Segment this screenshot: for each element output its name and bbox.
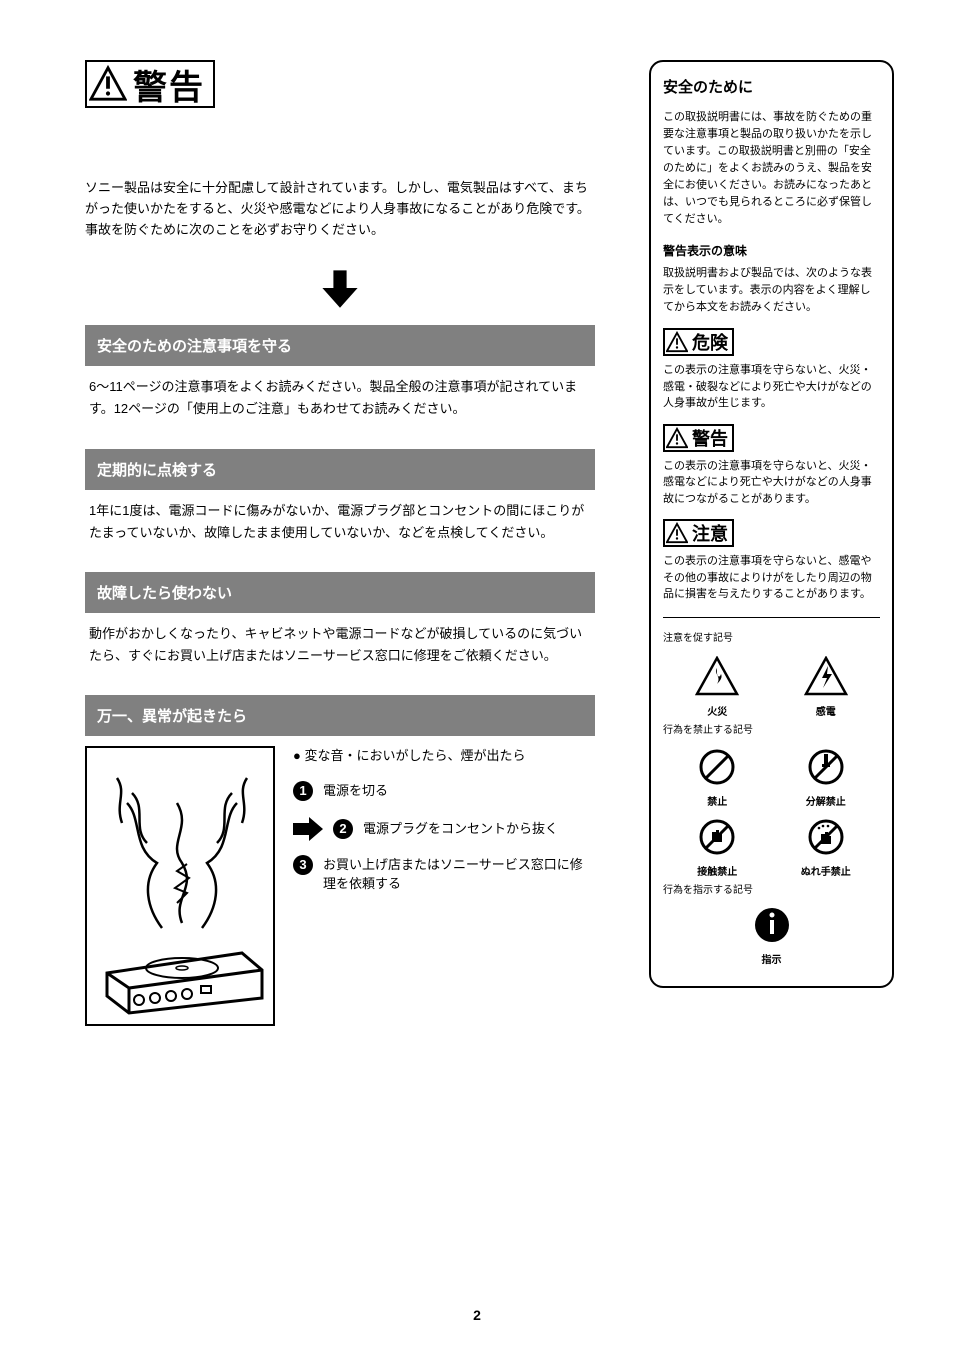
fire-hazard-symbol: 火災	[682, 656, 752, 718]
grey-bar-3: 故障したら使わない	[85, 572, 595, 613]
step-3: 3 お買い上げ店またはソニーサービス窓口に修理を依頼する	[293, 855, 595, 894]
warning-triangle-icon	[666, 522, 688, 544]
prohibit-label: 禁止	[682, 793, 752, 808]
level-caution-desc: この表示の注意事項を守らないと、感電やその他の事故によりけがをしたり周辺の物品に…	[663, 553, 880, 603]
side-divider	[663, 617, 880, 618]
down-arrow-icon	[318, 266, 362, 310]
touch-prohibit-label: 接触禁止	[682, 863, 752, 878]
instruction-icon	[753, 906, 791, 944]
page-number: 2	[0, 1307, 954, 1323]
prohibit-symbol: 禁止	[682, 748, 752, 808]
emergency-block: ● 変な音・においがしたら、煙が出たら 1 電源を切る 2 電源プラグをコンセン…	[85, 746, 595, 1026]
disassembly-prohibit-icon	[807, 748, 845, 786]
touch-prohibit-icon	[698, 818, 736, 856]
prohibit-row-2: 接触禁止 ぬれ手禁止	[663, 818, 880, 878]
emergency-cause: 変な音・においがしたら、煙が出たら	[304, 748, 525, 763]
header-warning-box: 警告	[85, 60, 215, 108]
shock-triangle-icon	[804, 656, 848, 696]
level-warning-desc: この表示の注意事項を守らないと、火災・感電などにより死亡や大けがなどの人身事故に…	[663, 458, 880, 508]
shock-label: 感電	[791, 703, 861, 718]
level-danger-row: 危険 この表示の注意事項を守らないと、火災・感電・破裂などにより死亡や大けがなど…	[663, 328, 880, 412]
intro-text: ソニー製品は安全に十分配慮して設計されています。しかし、電気製品はすべて、まちが…	[85, 178, 595, 240]
side-column: 安全のために この取扱説明書には、事故を防ぐための重要な注意事項と製品の取り扱い…	[649, 60, 894, 988]
step-number-1: 1	[293, 781, 313, 801]
emergency-steps: ● 変な音・においがしたら、煙が出たら 1 電源を切る 2 電源プラグをコンセン…	[293, 746, 595, 1026]
down-arrow-row	[85, 266, 595, 315]
smoking-device-illustration	[85, 746, 275, 1026]
instruct-label: 指示	[663, 951, 880, 966]
level-caution-box: 注意	[663, 519, 734, 547]
disassembly-label: 分解禁止	[791, 793, 861, 808]
warning-triangle-icon	[666, 427, 688, 449]
prohibit-symbols-title: 行為を禁止する記号	[663, 724, 880, 738]
step-1: 1 電源を切る	[293, 781, 595, 801]
step-1-text: 電源を切る	[323, 781, 388, 801]
grey-body-1: 6〜11ページの注意事項をよくお読みください。製品全般の注意事項が記されています…	[85, 376, 595, 420]
level-caution-label: 注意	[692, 520, 728, 546]
shock-hazard-symbol: 感電	[791, 656, 861, 718]
wet-hand-label: ぬれ手禁止	[791, 863, 861, 878]
header-warning-label: 警告	[133, 60, 205, 109]
wet-hand-prohibit-icon	[807, 818, 845, 856]
level-caution-row: 注意 この表示の注意事項を守らないと、感電やその他の事故によりけがをしたり周辺の…	[663, 519, 880, 603]
level-danger-desc: この表示の注意事項を守らないと、火災・感電・破裂などにより死亡や大けがなどの人身…	[663, 362, 880, 412]
prohibit-row-1: 禁止 分解禁止	[663, 748, 880, 808]
level-warning-row: 警告 この表示の注意事項を守らないと、火災・感電などにより死亡や大けがなどの人身…	[663, 424, 880, 508]
step-number-2: 2	[333, 819, 353, 839]
step-number-3: 3	[293, 855, 313, 875]
step-3-text: お買い上げ店またはソニーサービス窓口に修理を依頼する	[323, 855, 595, 894]
grey-body-3: 動作がおかしくなったり、キャビネットや電源コードなどが破損しているのに気づいたら…	[85, 623, 595, 667]
touch-prohibit-symbol: 接触禁止	[682, 818, 752, 878]
warning-triangle-icon	[666, 331, 688, 353]
step-2-row: 2 電源プラグをコンセントから抜く	[293, 817, 595, 841]
side-title: 安全のために	[663, 76, 880, 97]
prohibit-icon	[698, 748, 736, 786]
disassembly-prohibit-symbol: 分解禁止	[791, 748, 861, 808]
grey-bar-2: 定期的に点検する	[85, 449, 595, 490]
instruct-symbol: 指示	[663, 906, 880, 966]
hazard-symbols-row: 火災 感電	[663, 656, 880, 718]
attention-symbols-title: 注意を促す記号	[663, 632, 880, 646]
fire-label: 火災	[682, 703, 752, 718]
step-2-text: 電源プラグをコンセントから抜く	[363, 819, 558, 839]
warning-triangle-icon	[89, 65, 127, 103]
grey-bar-1: 安全のための注意事項を守る	[85, 325, 595, 366]
instruct-symbols-title: 行為を指示する記号	[663, 884, 880, 898]
side-panel: 安全のために この取扱説明書には、事故を防ぐための重要な注意事項と製品の取り扱い…	[649, 60, 894, 988]
level-danger-label: 危険	[692, 329, 728, 355]
wet-hand-prohibit-symbol: ぬれ手禁止	[791, 818, 861, 878]
grey-bar-4: 万一、異常が起きたら	[85, 695, 595, 736]
grey-body-2: 1年に1度は、電源コードに傷みがないか、電源プラグ部とコンセントの間にほこりがた…	[85, 500, 595, 544]
level-warning-box: 警告	[663, 424, 734, 452]
right-arrow-icon	[293, 817, 323, 841]
side-levels-title: 警告表示の意味	[663, 242, 880, 259]
side-intro: この取扱説明書には、事故を防ぐための重要な注意事項と製品の取り扱いかたを示してい…	[663, 109, 880, 228]
level-danger-box: 危険	[663, 328, 734, 356]
level-warning-label: 警告	[692, 425, 728, 451]
main-column: 警告 ソニー製品は安全に十分配慮して設計されています。しかし、電気製品はすべて、…	[85, 60, 595, 1026]
side-levels-intro: 取扱説明書および製品では、次のような表示をしています。表示の内容をよく理解してか…	[663, 265, 880, 316]
fire-triangle-icon	[695, 656, 739, 696]
